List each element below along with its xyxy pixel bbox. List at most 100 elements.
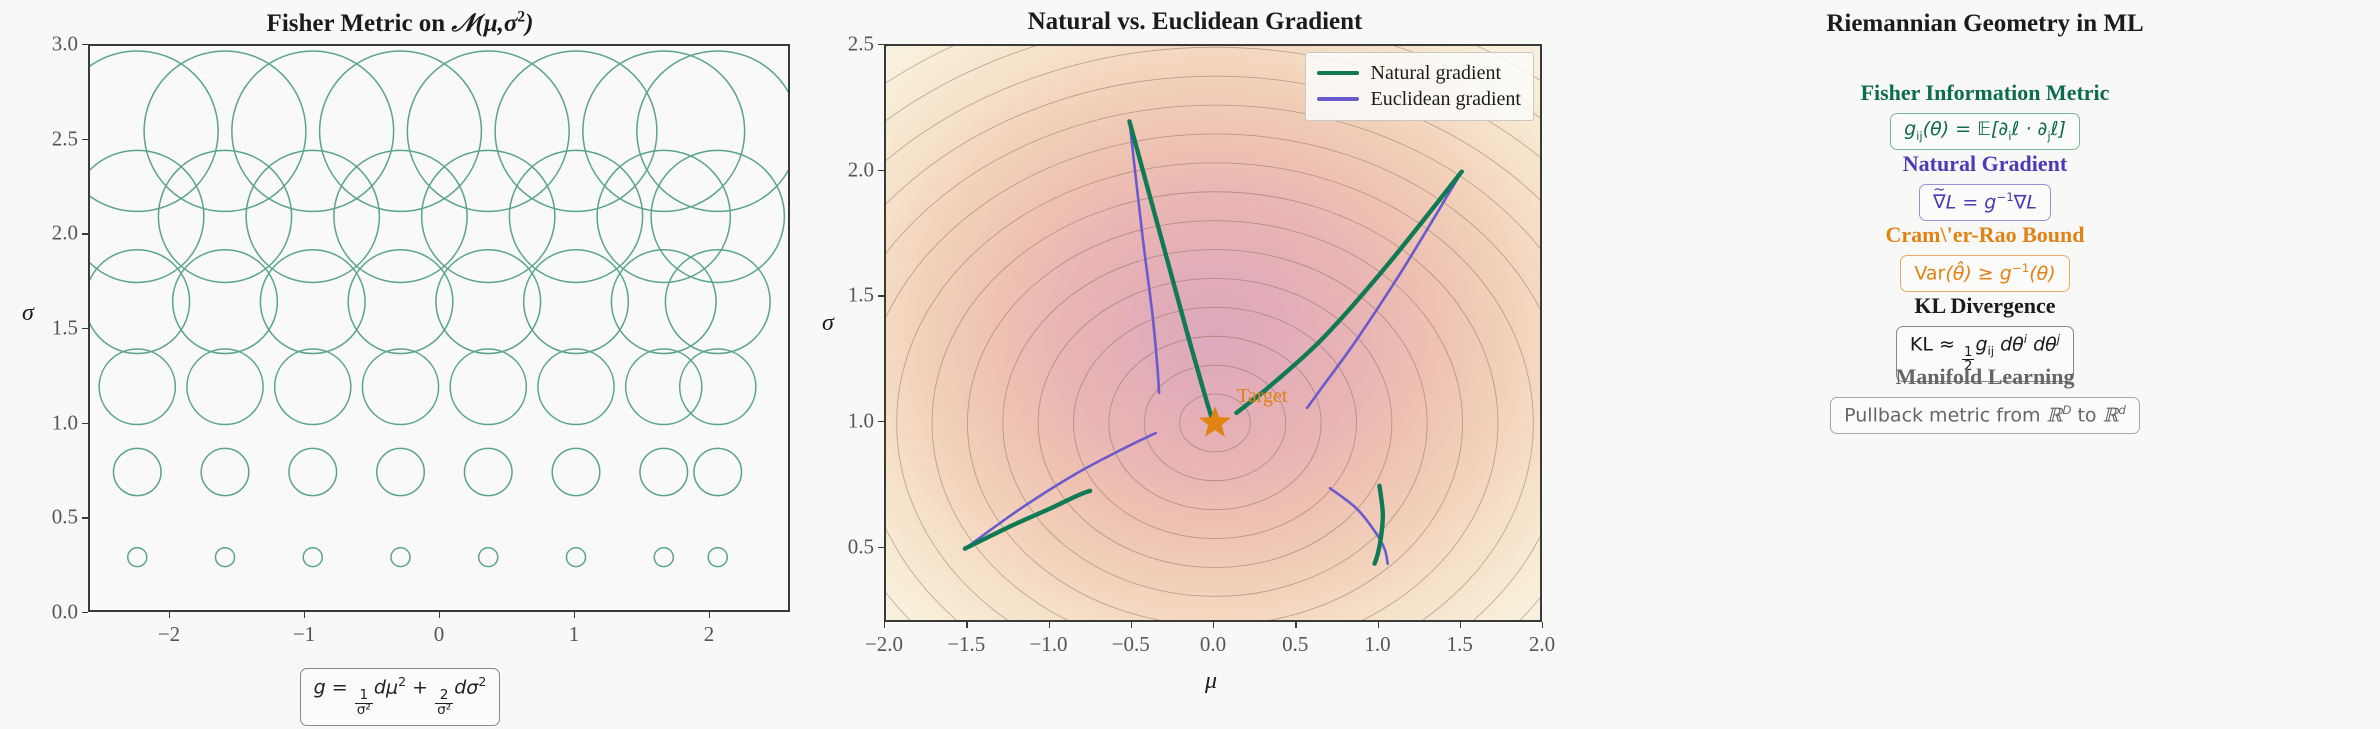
formula-fraction-2: 2 σ² bbox=[435, 687, 454, 719]
natural-gradient-path bbox=[1127, 119, 1214, 421]
fisher-ellipse bbox=[449, 348, 528, 426]
concept-manifold-learning: Manifold Learning Pullback metric from ℝD… bbox=[1590, 364, 2380, 435]
concept-fisher-information-metric: Fisher Information Metric gij(θ) = 𝔼[∂iℓ … bbox=[1590, 80, 2380, 151]
euclidean-gradient-path bbox=[1328, 487, 1390, 565]
x-tick-label: 0.0 bbox=[1199, 632, 1227, 656]
y-tick-mark bbox=[878, 546, 884, 548]
y-tick-mark bbox=[82, 422, 88, 425]
x-tick-mark bbox=[169, 612, 171, 618]
y-tick-label: 2.0 bbox=[847, 157, 874, 182]
formula-eq: = bbox=[331, 676, 348, 699]
x-tick-label: −1.0 bbox=[1029, 632, 1068, 656]
x-tick-label: 1 bbox=[568, 622, 580, 646]
formula-plus: + bbox=[412, 676, 429, 699]
y-tick-label: 2.0 bbox=[51, 220, 78, 245]
contour-line bbox=[967, 220, 1463, 620]
fisher-ellipse bbox=[463, 447, 513, 497]
contour-and-trajectories bbox=[886, 46, 1540, 620]
x-tick-label: 2.0 bbox=[1528, 632, 1556, 656]
fisher-ellipse bbox=[522, 248, 630, 355]
formula-g: g bbox=[313, 676, 326, 699]
y-tick-mark bbox=[82, 138, 88, 141]
fisher-ellipse bbox=[361, 348, 440, 426]
fisher-ellipse bbox=[186, 348, 264, 426]
concept-title: Manifold Learning bbox=[1895, 364, 2075, 389]
x-tick-label: −1 bbox=[292, 622, 316, 646]
contour-line bbox=[1002, 249, 1428, 597]
fisher-ellipse bbox=[90, 50, 219, 213]
x-tick-mark bbox=[1377, 622, 1379, 628]
loss-surface-fill bbox=[886, 46, 1540, 620]
concept-cramer-rao-bound: Cram\'er-Rao Bound Var(θ̂) ≥ g−1(θ) bbox=[1590, 222, 2380, 293]
concept-title: Cram\'er-Rao Bound bbox=[1885, 222, 2085, 247]
fisher-ellipse bbox=[273, 348, 352, 426]
y-tick-mark bbox=[878, 295, 884, 297]
y-tick-label: 1.5 bbox=[847, 282, 874, 307]
contour-line bbox=[896, 162, 1534, 620]
x-tick-label: 0 bbox=[433, 622, 445, 646]
legend-label: Euclidean gradient bbox=[1370, 87, 1522, 110]
y-tick-mark bbox=[82, 44, 88, 46]
formula-dmu: dμ bbox=[373, 676, 399, 699]
formula-dsigma: dσ bbox=[454, 676, 479, 699]
y-tick-mark bbox=[82, 233, 88, 235]
fisher-ellipse bbox=[143, 50, 307, 213]
x-tick-mark bbox=[884, 622, 886, 628]
fisher-ellipse bbox=[90, 248, 191, 355]
contour-line bbox=[886, 104, 1540, 620]
fisher-ellipse bbox=[347, 248, 454, 355]
contour-line bbox=[1143, 364, 1287, 482]
fisher-ellipse bbox=[231, 50, 395, 213]
fisher-ellipse bbox=[596, 149, 732, 284]
contour-line bbox=[1037, 278, 1393, 568]
fisher-ellipse bbox=[639, 447, 689, 497]
x-tick-label: −2 bbox=[157, 622, 181, 646]
x-tick-mark bbox=[1048, 622, 1050, 628]
fisher-ellipse bbox=[245, 149, 381, 284]
fisher-ellipse bbox=[707, 547, 729, 568]
fisher-ellipse bbox=[333, 149, 468, 284]
y-tick-mark bbox=[82, 612, 88, 614]
fisher-metric-panel: Fisher Metric on 𝒩(μ,σ2) −2 −1 0 1 2 0.0 0.5 1.… bbox=[0, 0, 800, 729]
natural-gradient-path bbox=[1234, 169, 1464, 416]
contour-line bbox=[1179, 393, 1251, 453]
euclidean-gradient-path bbox=[963, 431, 1158, 550]
x-tick-label: 2 bbox=[703, 622, 715, 646]
formula-fraction-1: 1 σ² bbox=[354, 687, 373, 719]
legend-color-swatch bbox=[1316, 71, 1359, 75]
contour-line bbox=[886, 75, 1540, 205]
fisher-ellipse bbox=[214, 547, 236, 568]
legend-item: Euclidean gradient bbox=[1316, 86, 1522, 112]
y-tick-label: 2.5 bbox=[847, 31, 874, 56]
fisher-ellipse bbox=[636, 50, 788, 213]
contour-line bbox=[1073, 306, 1357, 540]
x-tick-mark bbox=[1459, 622, 1462, 628]
fisher-ellipse-grid bbox=[90, 50, 788, 568]
legend-label: Natural gradient bbox=[1370, 61, 1502, 84]
legend-item: Natural gradient bbox=[1316, 60, 1522, 86]
fisher-ellipse bbox=[375, 447, 426, 497]
fisher-ellipse bbox=[537, 348, 615, 426]
fisher-ellipse bbox=[126, 547, 148, 568]
fisher-ellipse bbox=[90, 149, 205, 284]
left-panel-title: Fisher Metric on 𝒩(μ,σ2) bbox=[266, 8, 534, 37]
fisher-ellipse bbox=[171, 248, 279, 355]
fisher-ellipse bbox=[650, 149, 786, 284]
fisher-ellipse bbox=[259, 248, 366, 355]
fisher-ellipse bbox=[565, 547, 587, 568]
fisher-ellipse bbox=[664, 248, 771, 355]
concept-formula: KL ≈ 1 2 gij dθi dθj bbox=[1895, 326, 2075, 383]
y-tick-mark bbox=[82, 517, 88, 519]
fisher-ellipse bbox=[477, 547, 499, 568]
x-tick-label: 1.0 bbox=[1364, 632, 1391, 656]
concept-formula: gij(θ) = 𝔼[∂iℓ · ∂jℓ] bbox=[1890, 113, 2080, 151]
fisher-ellipse bbox=[551, 447, 601, 497]
y-tick-label: 1.0 bbox=[847, 408, 874, 433]
legend-color-swatch bbox=[1316, 97, 1359, 101]
middle-plot-area: Natural gradient Euclidean gradient Targe… bbox=[884, 44, 1542, 622]
y-tick-label: 0.5 bbox=[847, 534, 874, 559]
middle-y-axis-label: σ bbox=[822, 310, 834, 336]
concept-formula: ∇ ~ L = g−1∇L bbox=[1918, 181, 2052, 222]
fisher-ellipse bbox=[435, 248, 542, 355]
contour-line bbox=[931, 191, 1499, 620]
